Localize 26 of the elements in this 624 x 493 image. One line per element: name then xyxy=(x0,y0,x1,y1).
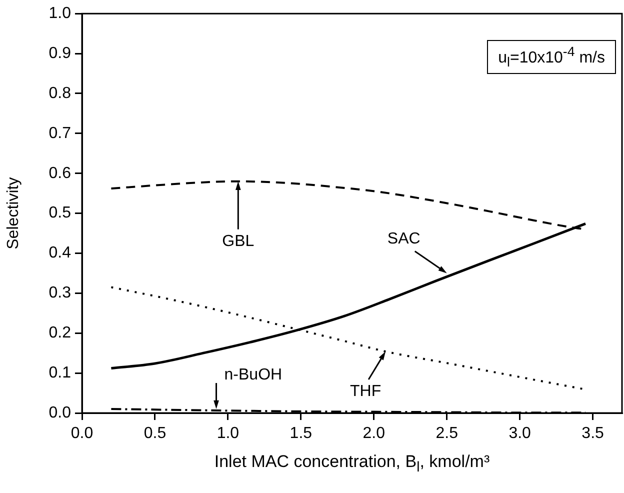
x-tick-label: 0.5 xyxy=(144,425,166,442)
y-tick-label: 0.9 xyxy=(48,44,72,62)
annotation: SAC xyxy=(387,230,420,248)
annotation: THF xyxy=(350,382,382,400)
x-tick-label: 0.0 xyxy=(70,425,94,442)
annotation: GBL xyxy=(222,232,254,250)
x-tick-label: 2.5 xyxy=(436,425,458,442)
x-tick-label: 3.0 xyxy=(508,425,532,442)
y-tick-label: 0.5 xyxy=(48,204,72,222)
x-tick-label: 3.5 xyxy=(582,425,604,442)
x-tick-label: 1.0 xyxy=(216,425,240,442)
y-tick-label: 0.3 xyxy=(48,284,72,302)
y-axis-title: Selectivity xyxy=(5,177,22,250)
x-tick-label: 1.5 xyxy=(290,425,312,442)
y-tick-label: 0.1 xyxy=(48,364,72,382)
annotation: u$_{l}$=10x10$^{-4}$ m/s xyxy=(487,40,616,74)
y-tick-label: 0.6 xyxy=(48,164,72,182)
annotation: n-BuOH xyxy=(224,366,282,384)
x-tick-label: 2.0 xyxy=(362,425,386,442)
y-tick-label: 0.4 xyxy=(48,244,72,262)
y-tick-label: 0.7 xyxy=(48,124,72,142)
y-tick-label: 0.0 xyxy=(48,404,72,422)
y-tick-label: 1.0 xyxy=(48,5,72,22)
y-tick-label: 0.8 xyxy=(48,84,72,102)
x-axis-title: Inlet MAC concentration, B$_{l}$, kmol/m³ xyxy=(213,452,491,476)
y-tick-label: 0.2 xyxy=(48,324,72,342)
